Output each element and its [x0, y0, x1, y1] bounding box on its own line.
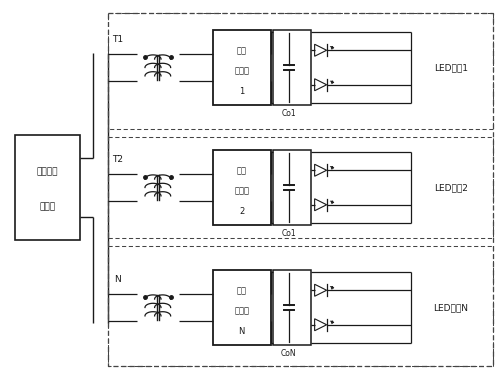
Text: 稳流器: 稳流器	[234, 187, 249, 196]
Text: LED负载2: LED负载2	[434, 183, 468, 192]
Text: 2: 2	[239, 207, 244, 216]
Text: 高频交流: 高频交流	[37, 167, 58, 176]
Text: 电压源: 电压源	[40, 202, 56, 211]
Bar	[213, 30, 271, 105]
Text: 1: 1	[239, 87, 244, 96]
Bar	[213, 150, 271, 225]
Bar	[273, 30, 311, 105]
Text: 整流: 整流	[237, 166, 246, 176]
Polygon shape	[315, 284, 327, 296]
Text: 稳流器: 稳流器	[234, 67, 249, 76]
Text: LED负载N: LED负载N	[433, 303, 468, 312]
Text: CoN: CoN	[281, 350, 297, 358]
Bar	[213, 270, 271, 345]
Text: 整流: 整流	[237, 286, 246, 296]
Text: Co1: Co1	[282, 230, 296, 238]
Polygon shape	[315, 319, 327, 331]
Polygon shape	[315, 164, 327, 176]
Bar	[273, 150, 311, 225]
Text: N: N	[114, 275, 121, 284]
Polygon shape	[315, 199, 327, 211]
Text: LED负载1: LED负载1	[434, 63, 468, 72]
Text: T2: T2	[112, 155, 123, 164]
Text: N: N	[238, 327, 245, 336]
Polygon shape	[315, 44, 327, 56]
Text: Co1: Co1	[282, 110, 296, 118]
Text: T1: T1	[112, 35, 123, 44]
Text: 整流: 整流	[237, 46, 246, 56]
Bar	[15, 135, 80, 240]
Bar	[273, 270, 311, 345]
Polygon shape	[315, 79, 327, 91]
Text: 稳流器: 稳流器	[234, 307, 249, 316]
